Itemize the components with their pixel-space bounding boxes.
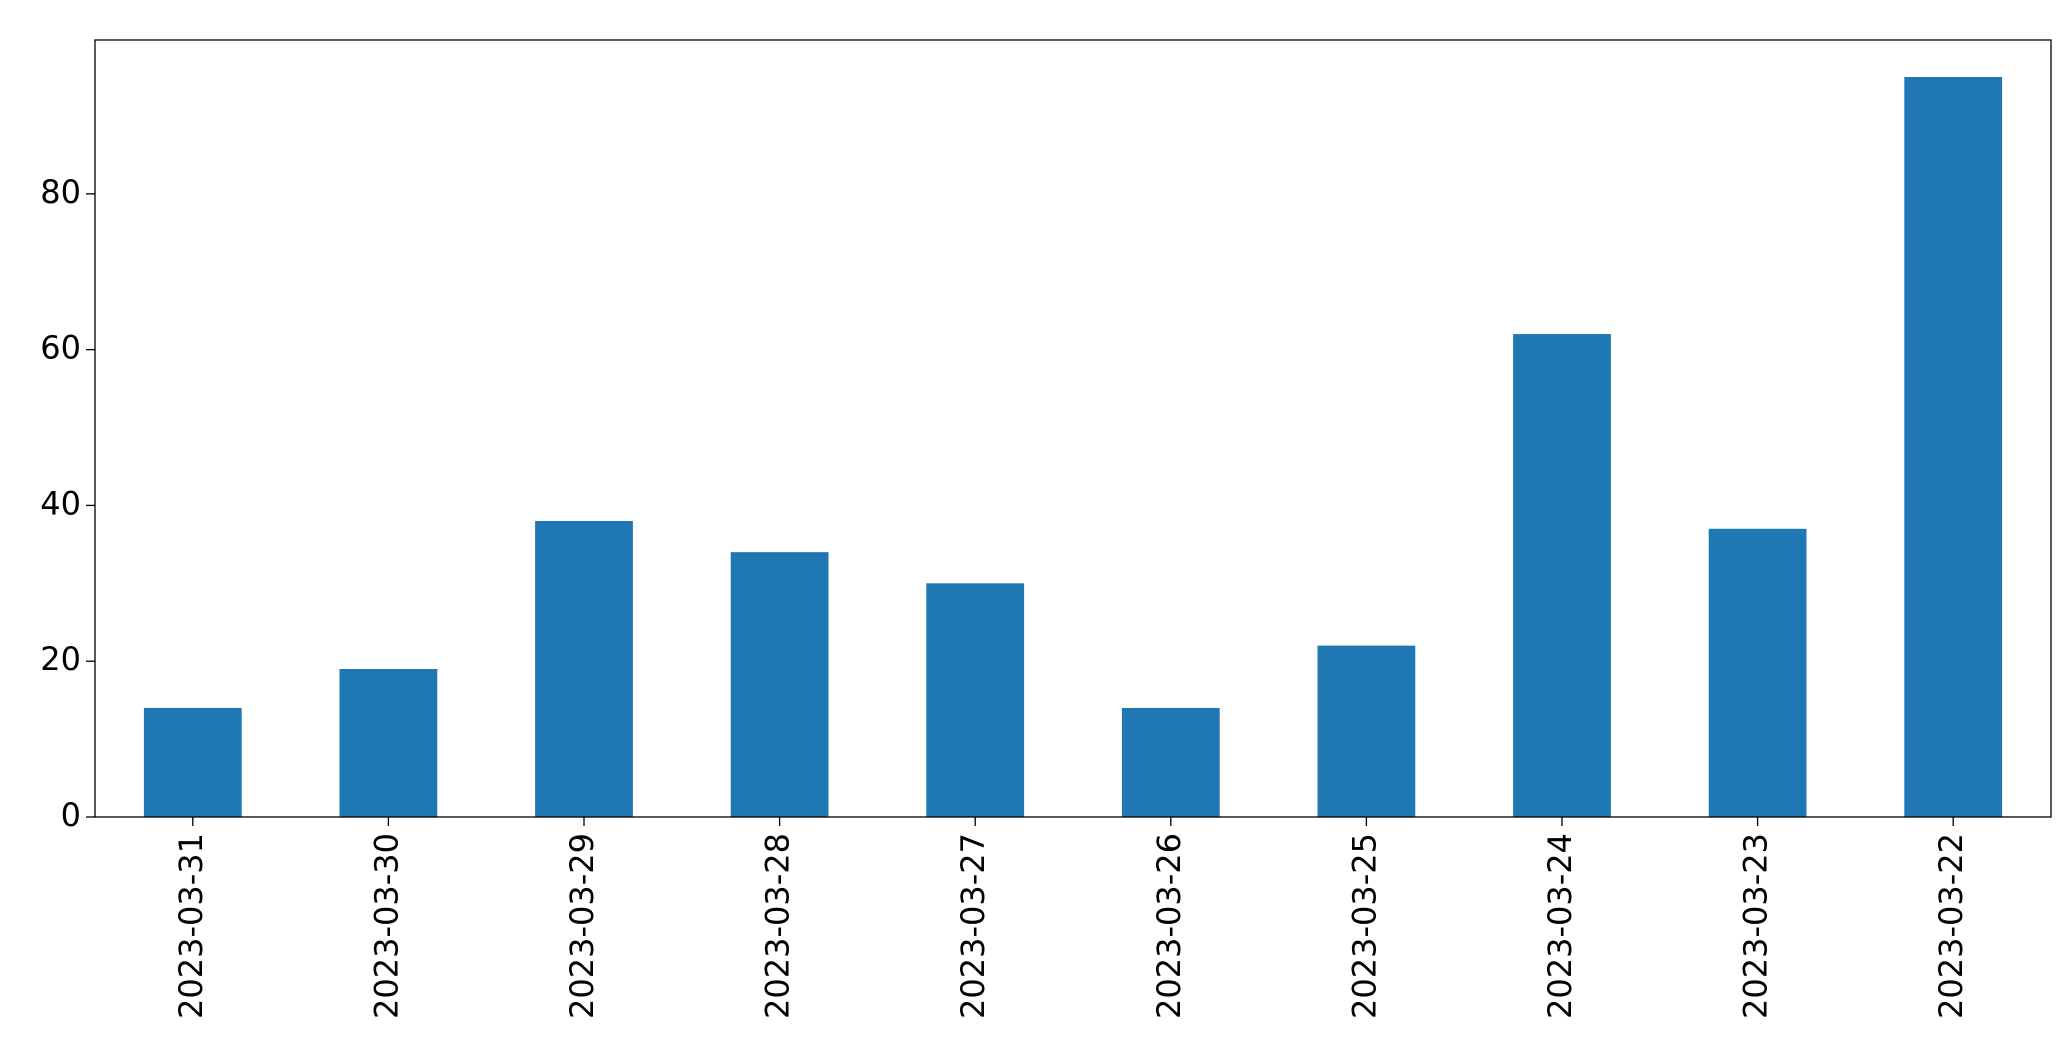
bar [730, 552, 829, 817]
y-tick-label: 80 [40, 173, 81, 211]
x-tick-label: 2023-03-27 [954, 833, 992, 1019]
x-tick-label: 2023-03-24 [1541, 833, 1579, 1019]
x-tick-label: 2023-03-25 [1345, 833, 1383, 1019]
x-tick-label: 2023-03-29 [563, 833, 601, 1019]
x-tick-label: 2023-03-30 [367, 833, 405, 1019]
x-tick-label: 2023-03-26 [1150, 833, 1188, 1019]
x-tick-label: 2023-03-31 [172, 833, 210, 1019]
bar [1317, 645, 1416, 817]
bar [143, 707, 242, 817]
x-tick-label: 2023-03-22 [1932, 833, 1970, 1019]
bar [1708, 528, 1807, 817]
plot-frame [94, 39, 2052, 818]
bar [339, 669, 438, 817]
bar [926, 583, 1025, 817]
y-tick-label: 40 [40, 484, 81, 522]
bar [1121, 707, 1220, 817]
bar [535, 521, 633, 817]
y-tick-label: 20 [40, 640, 81, 678]
bar [1904, 77, 2003, 817]
x-tick-label: 2023-03-28 [759, 833, 797, 1019]
x-tick-label: 2023-03-23 [1737, 833, 1775, 1019]
bar [1513, 334, 1611, 817]
y-tick-label: 0 [61, 796, 81, 834]
y-tick-label: 60 [40, 329, 81, 367]
